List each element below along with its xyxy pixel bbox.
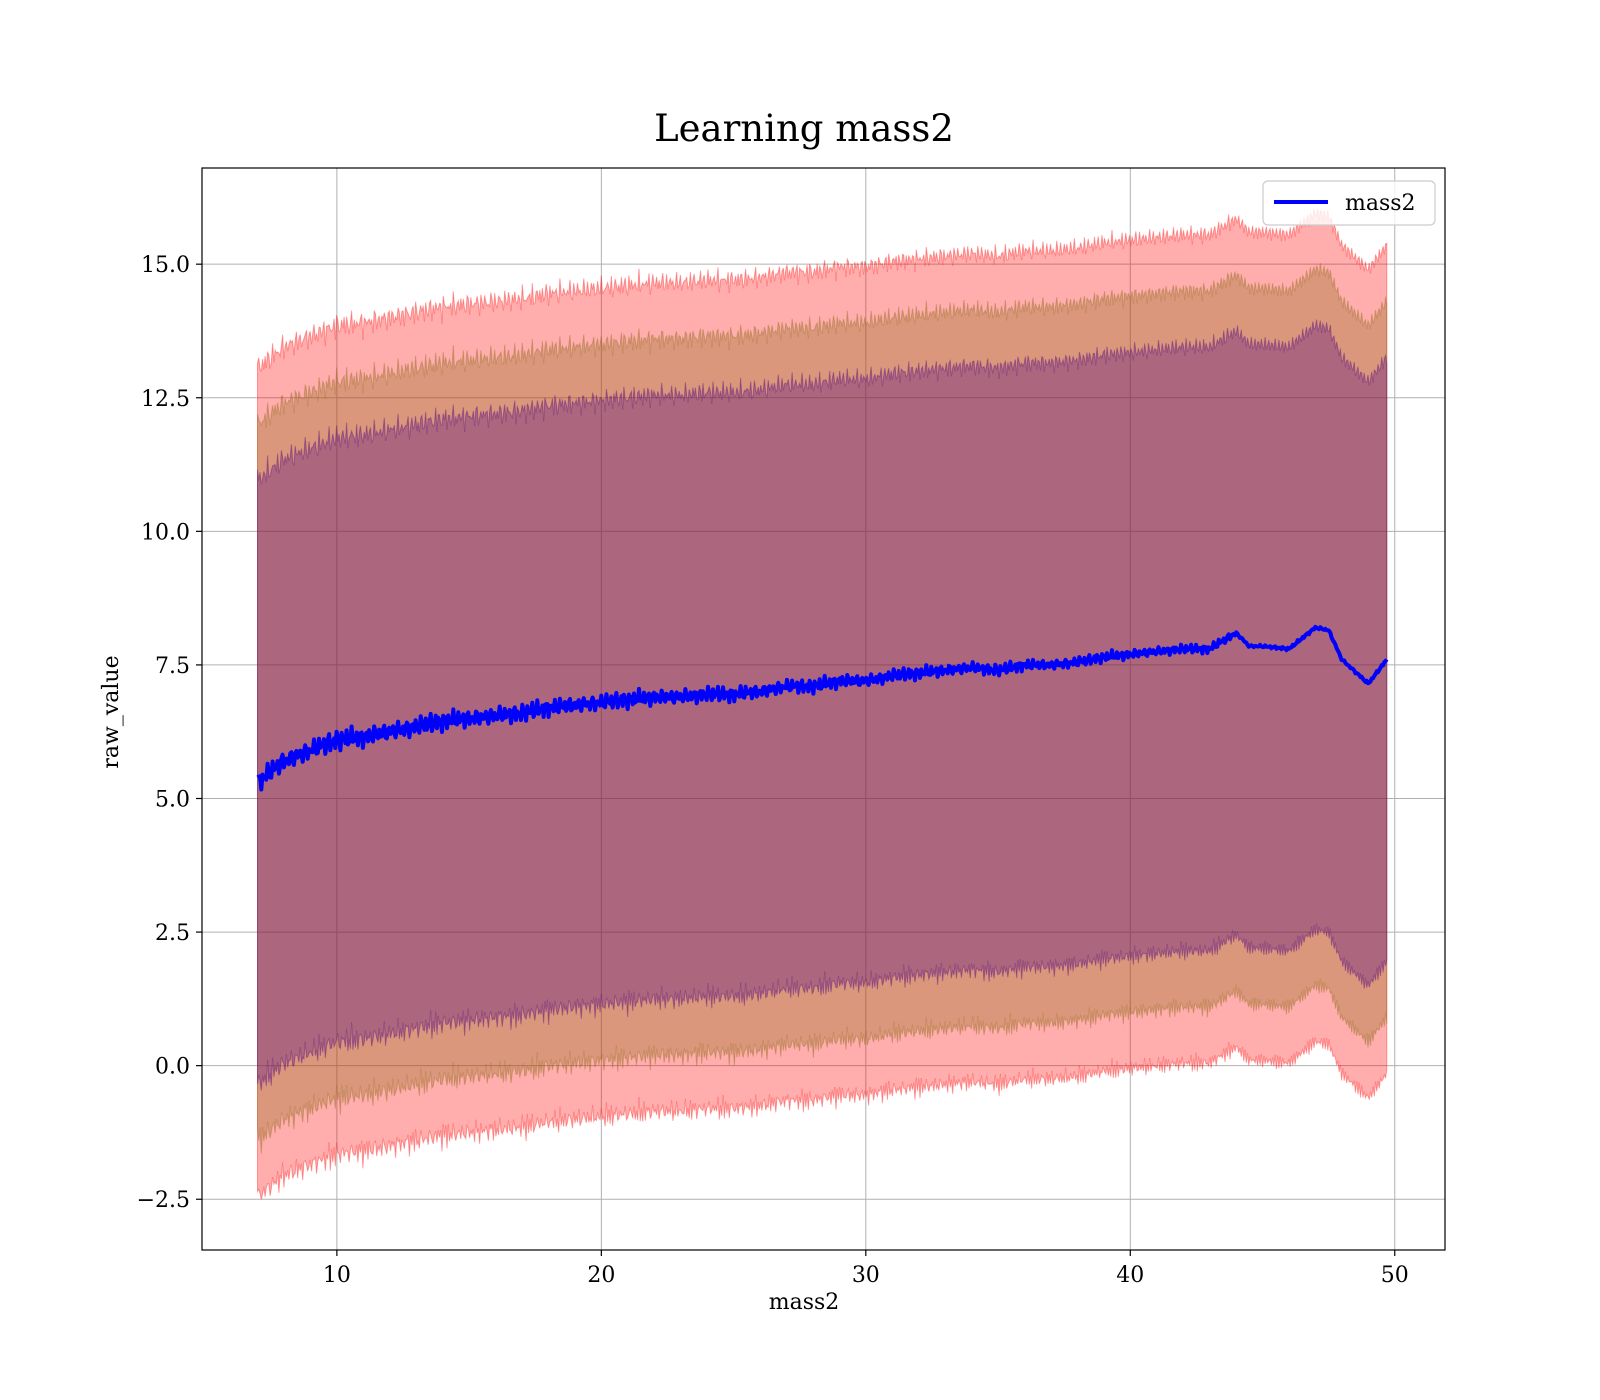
- y-axis-title: raw_value: [99, 655, 124, 768]
- y-tick-label: 5.0: [155, 787, 190, 812]
- x-tick-label: 40: [1116, 1263, 1144, 1288]
- plot-area: 10 20 30 40 50 −2.5 0.0 2.5 5.0 7.5 10.0 12.5 15.0: [137, 167, 1446, 1288]
- x-axis-title: mass2: [769, 1290, 840, 1315]
- y-tick-label: 2.5: [155, 921, 190, 946]
- confidence-band-2: [257, 262, 1388, 1154]
- confidence-band-1: [257, 208, 1388, 1200]
- x-tick-label: 50: [1381, 1263, 1409, 1288]
- legend-frame: [1262, 180, 1436, 226]
- legend: mass2: [1262, 180, 1436, 226]
- y-tick-label: 15.0: [141, 253, 190, 278]
- legend-label-mass2: mass2: [1345, 191, 1416, 216]
- x-tick-label: 20: [587, 1263, 615, 1288]
- confidence-band-3: [257, 319, 1388, 1091]
- chart-title: Learning mass2: [654, 107, 954, 150]
- y-tick-label: 0.0: [155, 1055, 190, 1080]
- y-tick-label: 7.5: [155, 654, 190, 679]
- series-line-mass2: [256, 624, 1389, 792]
- x-tick-label: 30: [852, 1263, 880, 1288]
- plot-frame: [201, 167, 1446, 1251]
- y-tick-label: 12.5: [141, 387, 190, 412]
- y-tick-label: 10.0: [141, 520, 190, 545]
- y-tick-label: −2.5: [137, 1188, 190, 1213]
- x-tick-label: 10: [323, 1263, 351, 1288]
